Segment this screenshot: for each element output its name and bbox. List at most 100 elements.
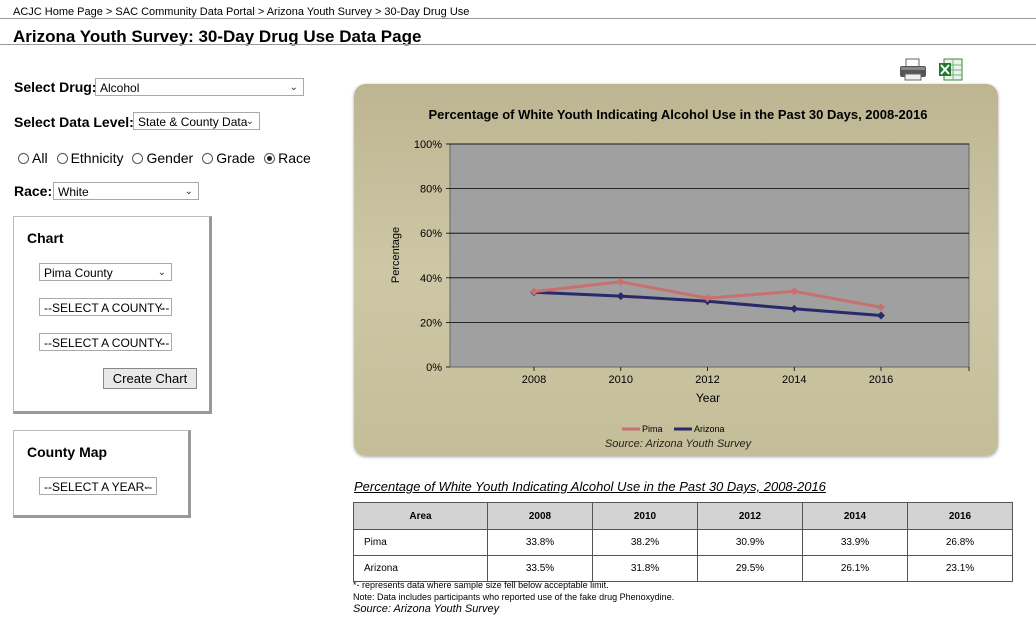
breadcrumb-divider	[0, 18, 1036, 19]
chevron-down-icon: ⌄	[289, 82, 298, 93]
county-select-3[interactable]: --SELECT A COUNTY-- ⌄	[39, 333, 172, 351]
table-cell: 33.5%	[487, 555, 593, 582]
x-axis-label: Year	[696, 391, 720, 405]
data-point-arizona	[877, 311, 885, 320]
data-point-pima	[877, 303, 885, 312]
y-tick-label: 100%	[414, 139, 442, 151]
data-point-pima	[616, 277, 625, 286]
column-header: 2008	[487, 502, 593, 530]
chevron-down-icon: ⌄	[157, 302, 166, 313]
data-point-arizona	[790, 304, 799, 313]
data-level-select-value: State & County Data	[138, 115, 248, 129]
chart-panel: Percentage of White Youth Indicating Alc…	[354, 84, 998, 456]
radio-label: Ethnicity	[70, 150, 124, 166]
radio-button[interactable]	[18, 152, 29, 164]
radio-race[interactable]: Race	[264, 150, 311, 166]
year-select-value: --SELECT A YEAR--	[44, 480, 153, 494]
x-tick-label: 2016	[869, 374, 893, 386]
radio-all[interactable]: All	[18, 150, 48, 166]
county-map-title: County Map	[27, 444, 108, 460]
table-cell: 30.9%	[697, 529, 803, 556]
drug-select-value: Alcohol	[100, 81, 140, 95]
excel-icon[interactable]	[938, 57, 964, 88]
breadcrumb[interactable]: ACJC Home Page > SAC Community Data Port…	[13, 6, 470, 18]
column-header: 2012	[697, 502, 803, 530]
table-source: Source: Arizona Youth Survey	[353, 603, 500, 615]
year-select[interactable]: --SELECT A YEAR-- ⌄	[39, 477, 157, 495]
select-drug-label: Select Drug:	[14, 79, 97, 95]
table-cell: Pima	[353, 529, 488, 556]
data-point-pima	[530, 287, 538, 296]
footnote-sample-size: *- represents data where sample size fel…	[353, 580, 609, 590]
radio-label: Grade	[216, 150, 256, 166]
data-level-select[interactable]: State & County Data ⌄	[133, 112, 260, 130]
radio-ethnicity[interactable]: Ethnicity	[56, 150, 124, 166]
race-label: Race:	[14, 183, 53, 199]
data-point-arizona	[616, 292, 625, 301]
table-row: Pima 33.8% 38.2% 30.9% 33.9% 26.8%	[353, 529, 1013, 556]
radio-grade[interactable]: Grade	[202, 150, 255, 166]
table-cell: 33.8%	[487, 529, 593, 556]
x-tick-label: 2008	[522, 374, 546, 386]
data-point-pima	[703, 294, 712, 303]
table-cell: Arizona	[353, 555, 488, 582]
table-cell: 29.5%	[697, 555, 803, 582]
radio-button[interactable]	[264, 152, 276, 164]
county-select-2-value: --SELECT A COUNTY--	[44, 301, 170, 315]
legend-label: Pima	[642, 424, 663, 434]
y-tick-label: 40%	[420, 273, 442, 285]
chevron-down-icon: ⌄	[157, 267, 166, 278]
table-cell: 31.8%	[592, 555, 698, 582]
footnote-phenoxydine: Note: Data includes participants who rep…	[353, 592, 675, 602]
chevron-down-icon: ⌄	[245, 116, 254, 127]
table-cell: 26.1%	[802, 555, 908, 582]
x-tick-label: 2014	[782, 374, 806, 386]
y-tick-label: 0%	[426, 362, 442, 374]
line-chart: Percentage of White Youth Indicating Alc…	[390, 107, 970, 450]
county-select-1[interactable]: Pima County ⌄	[39, 263, 172, 281]
table-cell: 26.8%	[907, 529, 1013, 556]
chevron-down-icon: ⌄	[142, 481, 151, 492]
county-select-2[interactable]: --SELECT A COUNTY-- ⌄	[39, 298, 172, 316]
table-cell: 38.2%	[592, 529, 698, 556]
printer-icon[interactable]	[898, 58, 928, 87]
table-title: Percentage of White Youth Indicating Alc…	[354, 479, 826, 494]
radio-label: Gender	[146, 150, 194, 166]
radio-button[interactable]	[132, 152, 144, 164]
county-select-1-value: Pima County	[44, 266, 113, 280]
column-header: 2014	[802, 502, 908, 530]
radio-gender[interactable]: Gender	[132, 150, 193, 166]
y-tick-label: 20%	[420, 317, 442, 329]
chart-source: Source: Arizona Youth Survey	[605, 438, 753, 450]
data-table: Area 2008 2010 2012 2014 2016 Pima 33.8%…	[353, 502, 1013, 582]
chart-title: Percentage of White Youth Indicating Alc…	[429, 107, 928, 122]
radio-label: Race	[278, 150, 311, 166]
table-cell: 33.9%	[802, 529, 908, 556]
table-cell: 23.1%	[907, 555, 1013, 582]
data-point-pima	[790, 287, 799, 296]
title-divider	[0, 44, 1036, 45]
chevron-down-icon: ⌄	[184, 186, 193, 197]
breakdown-radio-group: All Ethnicity Gender Grade Race	[18, 150, 320, 166]
chart-options-box: Chart Pima County ⌄ --SELECT A COUNTY-- …	[13, 216, 212, 414]
legend-label: Arizona	[694, 424, 725, 434]
drug-select[interactable]: Alcohol ⌄	[95, 78, 304, 96]
select-data-level-label: Select Data Level:	[14, 114, 134, 130]
y-tick-label: 60%	[420, 228, 442, 240]
county-map-box: County Map --SELECT A YEAR-- ⌄	[13, 430, 191, 518]
plot-area	[449, 143, 970, 368]
race-select-value: White	[58, 185, 89, 199]
table-header-row: Area 2008 2010 2012 2014 2016	[353, 502, 1013, 530]
y-axis-label: Percentage	[390, 227, 402, 283]
create-chart-button[interactable]: Create Chart	[103, 368, 197, 389]
county-select-3-value: --SELECT A COUNTY--	[44, 336, 170, 350]
y-tick-label: 80%	[420, 184, 442, 196]
page-title: Arizona Youth Survey: 30-Day Drug Use Da…	[13, 27, 422, 46]
column-header: 2016	[907, 502, 1013, 530]
radio-button[interactable]	[202, 152, 214, 164]
race-select[interactable]: White ⌄	[53, 182, 199, 200]
x-tick-label: 2010	[609, 374, 633, 386]
table-row: Arizona 33.5% 31.8% 29.5% 26.1% 23.1%	[353, 555, 1013, 582]
chart-box-title: Chart	[27, 230, 64, 246]
radio-button[interactable]	[56, 152, 68, 164]
